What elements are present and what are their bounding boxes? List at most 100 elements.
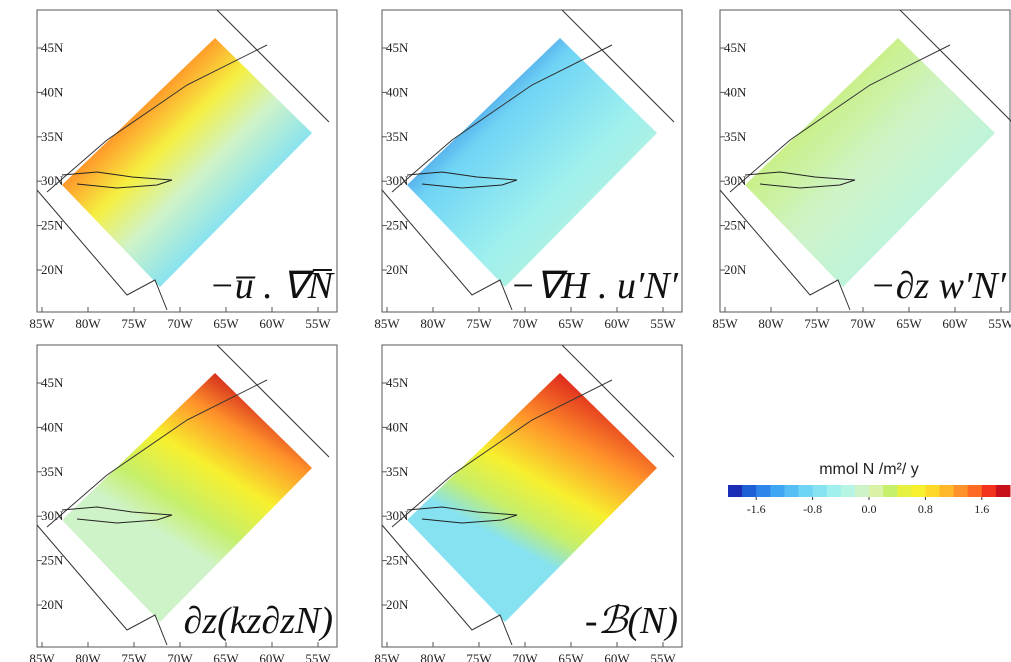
field — [62, 38, 312, 287]
lat-tick-label: 20N — [41, 597, 64, 612]
lon-tick-label: 85W — [374, 651, 400, 662]
coastline — [899, 9, 1011, 122]
lon-tick-label: 60W — [604, 651, 630, 662]
colorbar-swatch — [911, 485, 926, 497]
lon-tick-label: 70W — [850, 316, 876, 331]
colorbar-tick-label: -0.8 — [803, 502, 822, 516]
lat-tick-label: 40N — [386, 84, 409, 99]
colorbar-swatch — [728, 485, 743, 497]
lat-tick-label: 30N — [386, 173, 409, 188]
colorbar-swatch — [784, 485, 799, 497]
lon-tick-label: 65W — [896, 316, 922, 331]
lat-tick-label: 20N — [41, 262, 64, 277]
lon-tick-label: 85W — [374, 316, 400, 331]
lon-tick-label: 60W — [942, 316, 968, 331]
lon-tick-label: 70W — [512, 316, 538, 331]
lon-tick-label: 55W — [988, 316, 1011, 331]
panel-label: -ℬ(N) — [585, 600, 678, 642]
map-panel: 20N 25N 30N 35N 40N 45N 85W 80W 75W 70W 65W 60W 55W −… — [29, 9, 338, 331]
coastline — [391, 44, 613, 193]
lon-tick-label: 55W — [650, 316, 676, 331]
lon-tick-label: 65W — [213, 651, 239, 662]
colorbar-swatch — [840, 485, 856, 497]
lon-tick-label: 65W — [558, 316, 584, 331]
lon-tick-label: 55W — [305, 651, 331, 662]
lat-tick-label: 20N — [386, 262, 409, 277]
lat-tick-label: 25N — [386, 553, 409, 568]
lat-tick-label: 30N — [386, 508, 409, 523]
field — [407, 38, 657, 287]
lon-tick-label: 60W — [259, 651, 285, 662]
colorbar-swatch — [812, 485, 828, 497]
field — [62, 373, 312, 622]
lon-tick-label: 85W — [29, 651, 55, 662]
lon-tick-label: 85W — [29, 316, 55, 331]
lat-tick-label: 40N — [41, 84, 64, 99]
coastline — [36, 189, 168, 311]
colorbar-tick-label: 1.6 — [974, 502, 989, 516]
panel-label: −∇H . u′N′ — [510, 265, 679, 307]
lon-tick-label: 70W — [167, 316, 193, 331]
colorbar-swatch — [953, 485, 969, 497]
colorbar-swatch — [826, 485, 842, 497]
coastline — [561, 344, 675, 458]
lon-tick-label: 55W — [305, 316, 331, 331]
coastline — [46, 44, 268, 193]
lat-tick-label: 20N — [386, 597, 409, 612]
colorbar-title: mmol N /m²/ y — [819, 461, 919, 478]
gulf-stream — [61, 171, 173, 189]
lon-tick-label: 80W — [75, 651, 101, 662]
lon-tick-label: 85W — [712, 316, 738, 331]
lon-tick-label: 80W — [420, 651, 446, 662]
field — [407, 373, 657, 622]
lat-tick-label: 35N — [386, 129, 409, 144]
lat-tick-label: 25N — [41, 218, 64, 233]
lon-tick-label: 80W — [420, 316, 446, 331]
lon-tick-label: 80W — [758, 316, 784, 331]
map-panel: 20N 25N 30N 35N 40N 45N 85W 80W 75W 70W 65W 60W 55W −… — [712, 9, 1011, 331]
lat-tick-label: 35N — [724, 129, 747, 144]
panel-label: ∂z(kz∂zN) — [184, 600, 333, 642]
colorbar-swatch — [925, 485, 940, 497]
gulf-stream — [744, 171, 856, 189]
lat-tick-label: 35N — [41, 464, 64, 479]
lon-tick-label: 65W — [558, 651, 584, 662]
lat-tick-label: 45N — [724, 40, 747, 55]
lat-tick-label: 30N — [724, 173, 747, 188]
coastline — [216, 9, 330, 123]
colorbar-swatch — [981, 485, 997, 497]
lon-tick-label: 80W — [75, 316, 101, 331]
colorbar-swatch — [883, 485, 898, 497]
coastline — [729, 44, 951, 193]
lat-tick-label: 45N — [41, 375, 64, 390]
colorbar-tick-label: 0.0 — [862, 502, 877, 516]
panel-label: −∂z w′N′ — [870, 265, 1007, 307]
lon-tick-label: 75W — [466, 651, 492, 662]
lat-tick-label: 25N — [41, 553, 64, 568]
map-panel: 20N 25N 30N 35N 40N 45N 85W 80W 75W 70W 65W 60W 55W -… — [374, 344, 683, 662]
lon-tick-label: 75W — [121, 651, 147, 662]
colorbar-swatch — [869, 485, 884, 497]
map-panel: 20N 25N 30N 35N 40N 45N 85W 80W 75W 70W 65W 60W 55W ∂… — [29, 344, 338, 662]
lon-tick-label: 65W — [213, 316, 239, 331]
field — [745, 38, 995, 287]
lon-tick-label: 75W — [804, 316, 830, 331]
lon-tick-label: 60W — [604, 316, 630, 331]
gulf-stream — [61, 506, 173, 524]
coastline — [381, 524, 513, 646]
lat-tick-label: 35N — [41, 129, 64, 144]
lat-tick-label: 25N — [724, 218, 747, 233]
colorbar-swatch — [798, 485, 814, 497]
panel-label: −u̅ . ∇N̅ — [209, 265, 336, 307]
lat-tick-label: 30N — [41, 173, 64, 188]
lat-tick-label: 30N — [41, 508, 64, 523]
coastline — [36, 524, 168, 646]
colorbar-swatch — [770, 485, 785, 497]
map-panel: 20N 25N 30N 35N 40N 45N 85W 80W 75W 70W 65W 60W 55W −… — [374, 9, 683, 331]
coastline — [216, 344, 330, 458]
lon-tick-label: 70W — [167, 651, 193, 662]
lon-tick-label: 75W — [121, 316, 147, 331]
coastline — [561, 9, 675, 123]
gulf-stream — [406, 506, 518, 524]
coastline — [719, 189, 851, 311]
